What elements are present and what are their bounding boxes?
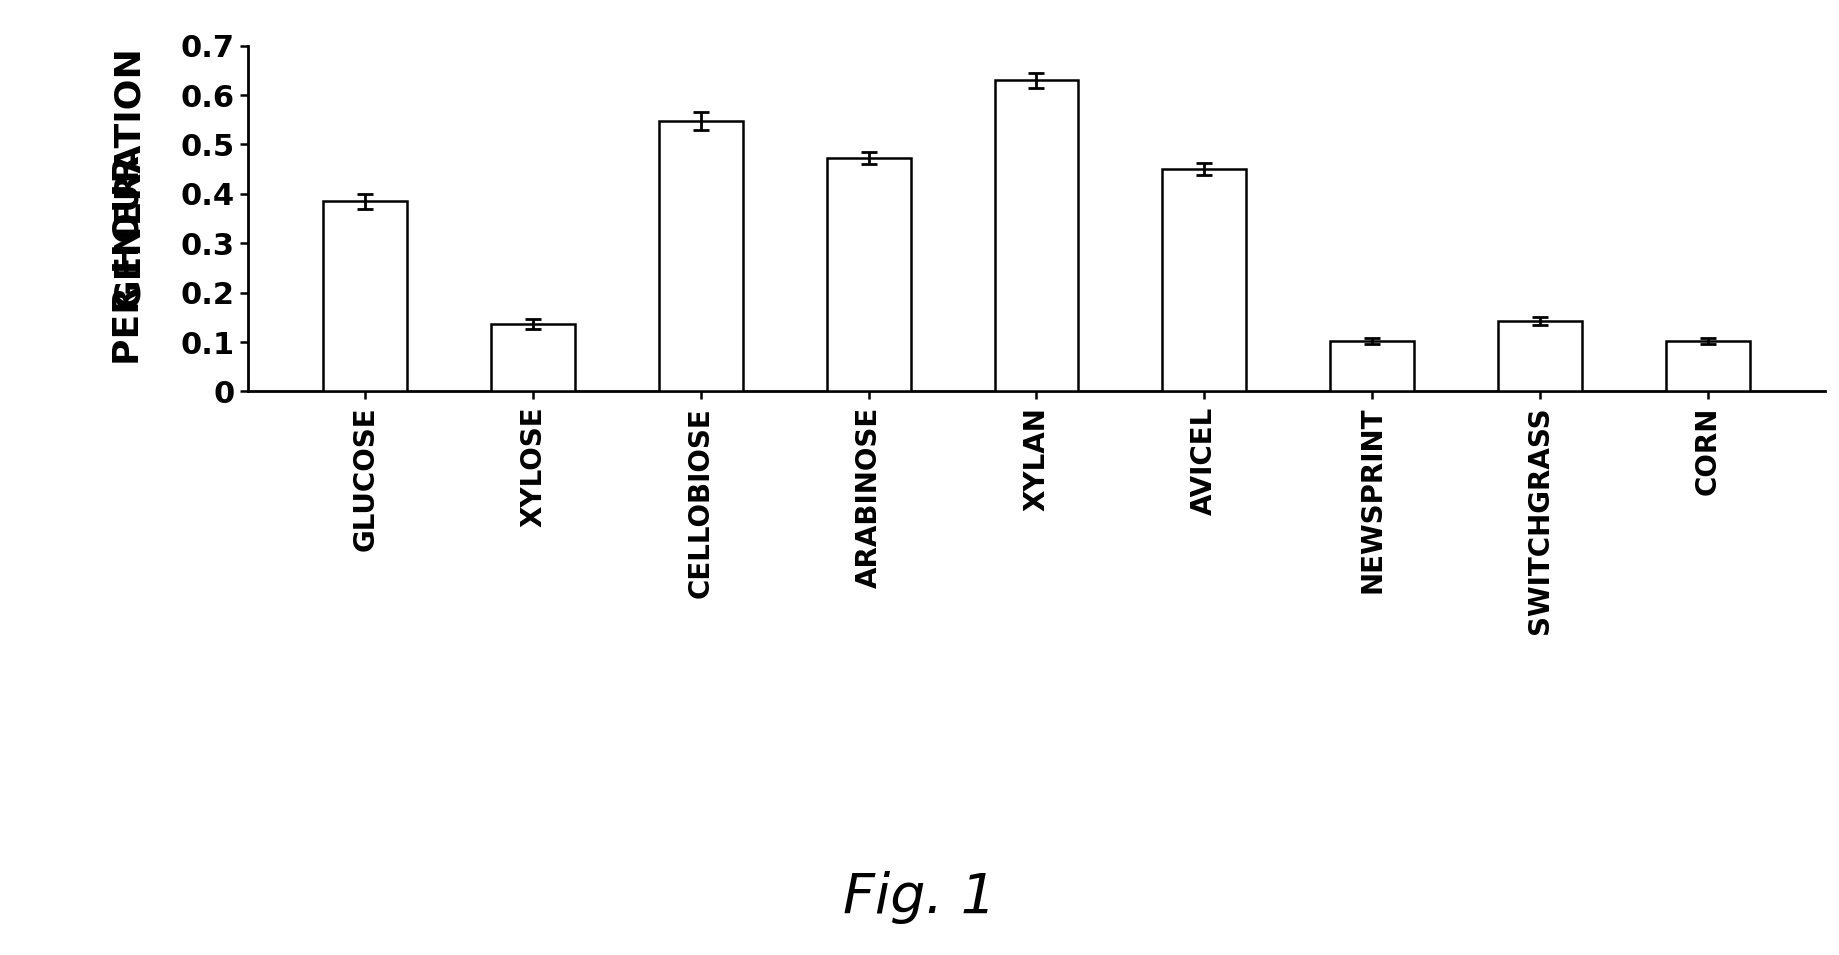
Bar bbox=[1664, 341, 1749, 392]
Text: PER HOUR: PER HOUR bbox=[110, 155, 145, 365]
Bar bbox=[993, 80, 1078, 392]
Bar bbox=[1162, 169, 1245, 392]
Bar bbox=[826, 158, 910, 392]
Bar bbox=[1497, 321, 1582, 392]
Bar bbox=[1330, 341, 1412, 392]
Bar bbox=[658, 120, 743, 392]
Text: Fig. 1: Fig. 1 bbox=[842, 871, 997, 924]
Bar bbox=[491, 324, 576, 392]
Bar bbox=[324, 202, 406, 392]
Text: GENERATION: GENERATION bbox=[110, 46, 145, 308]
